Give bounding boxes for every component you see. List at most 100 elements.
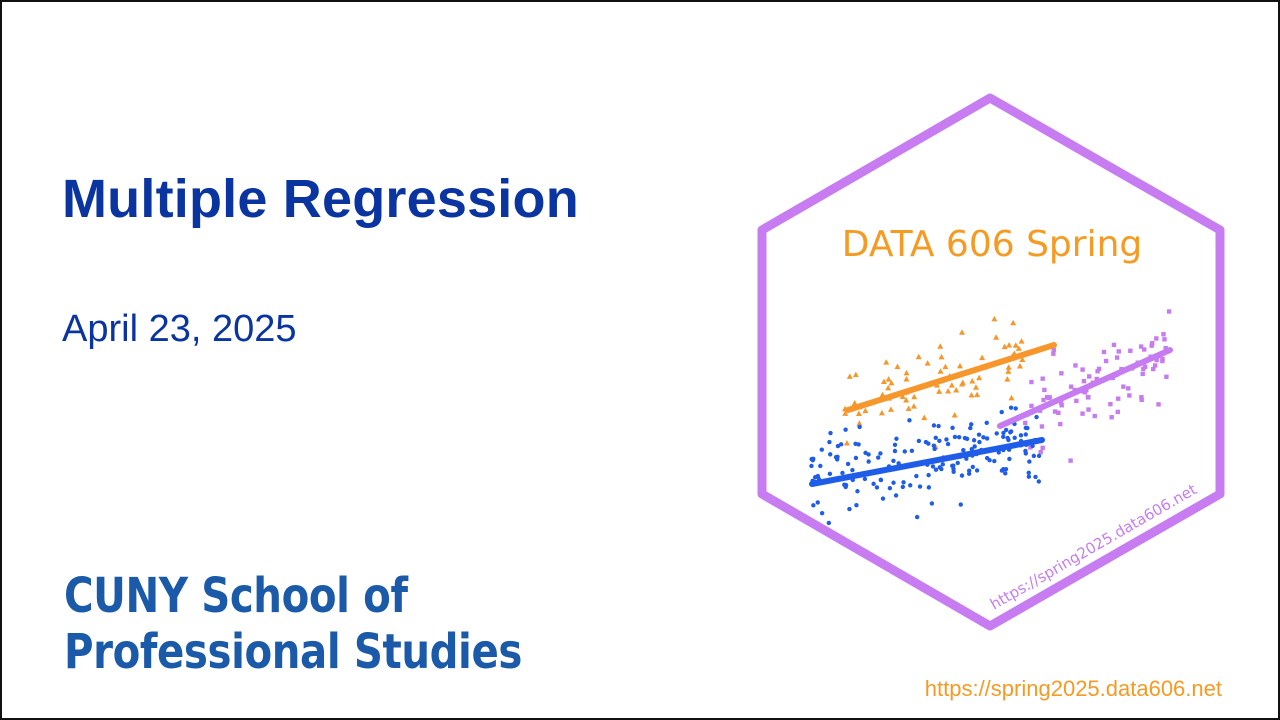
blue-point: [932, 446, 937, 452]
orange-point: [974, 391, 981, 398]
blue-point: [887, 486, 893, 491]
orange-point: [1018, 338, 1025, 344]
blue-point: [854, 502, 859, 508]
purple-point: [1161, 332, 1166, 337]
orange-point: [851, 400, 858, 406]
orange-point: [936, 388, 943, 394]
purple-point: [1154, 336, 1159, 341]
purple-point: [1164, 374, 1169, 380]
orange-point: [993, 334, 1000, 340]
orange-point: [885, 384, 892, 391]
blue-point: [936, 423, 941, 429]
blue-point: [843, 427, 848, 432]
blue-point: [871, 481, 876, 487]
purple-point: [1040, 376, 1045, 381]
blue-point: [862, 476, 868, 482]
orange-point: [938, 353, 945, 360]
purple-point: [1041, 397, 1046, 403]
orange-point: [921, 414, 928, 421]
blue-point: [1036, 453, 1042, 459]
blue-point: [974, 468, 980, 473]
blue-point: [845, 461, 851, 467]
logo-line-1: CUNY School of: [64, 568, 408, 624]
orange-point: [972, 384, 979, 390]
orange-point: [969, 377, 976, 384]
orange-point: [951, 411, 958, 418]
blue-point: [1001, 430, 1006, 436]
blue-point: [909, 448, 915, 454]
orange-point: [1010, 319, 1017, 326]
orange-point: [915, 353, 922, 360]
purple-point: [1162, 337, 1167, 342]
blue-point: [944, 437, 949, 442]
purple-point: [1108, 401, 1113, 407]
orange-point: [911, 393, 918, 400]
purple-point: [1029, 379, 1034, 385]
blue-point: [827, 439, 832, 445]
purple-point: [1028, 445, 1033, 450]
purple-point: [1115, 409, 1120, 415]
blue-point: [1018, 433, 1024, 438]
blue-point: [966, 471, 972, 476]
blue-point: [908, 483, 913, 488]
blue-point: [840, 470, 845, 476]
footer-url: https://spring2025.data606.net: [924, 676, 1222, 701]
blue-point: [931, 423, 937, 428]
blue-point: [971, 438, 977, 443]
blue-point: [945, 441, 951, 447]
orange-point: [888, 379, 895, 386]
blue-point: [1001, 466, 1006, 472]
blue-point: [984, 455, 990, 461]
orange-point: [903, 369, 910, 376]
orange-point: [1015, 345, 1022, 351]
blue-point: [933, 467, 939, 472]
blue-point: [857, 424, 862, 430]
orange-point: [942, 363, 949, 370]
purple-point: [1140, 371, 1145, 377]
orange-point: [878, 409, 885, 416]
blue-point: [952, 434, 958, 440]
orange-point: [958, 329, 965, 335]
orange-point: [1019, 356, 1026, 362]
blue-point: [962, 435, 968, 441]
orange-point: [899, 393, 906, 400]
purple-point: [1111, 342, 1117, 348]
orange-point: [937, 368, 944, 374]
blue-point: [950, 425, 955, 431]
blue-point: [828, 430, 833, 436]
purple-point: [1073, 363, 1078, 368]
blue-point: [976, 432, 982, 437]
purple-point: [1163, 345, 1168, 351]
cuny-sps-logo: CUNY School of Professional Studies: [64, 568, 522, 680]
purple-point: [1038, 449, 1043, 455]
orange-point: [937, 343, 944, 349]
purple-point: [1086, 407, 1091, 412]
orange-point: [1005, 368, 1012, 374]
purple-point: [1101, 349, 1107, 355]
purple-point: [1092, 413, 1097, 419]
blue-point: [969, 422, 974, 427]
orange-point: [958, 381, 965, 387]
purple-point: [1138, 344, 1144, 349]
blue-point: [866, 459, 871, 464]
purple-point: [1051, 347, 1056, 353]
purple-point: [1080, 411, 1085, 416]
orange-point: [855, 410, 862, 417]
orange-point: [945, 387, 952, 394]
orange-point: [1016, 362, 1023, 369]
blue-point: [902, 449, 907, 454]
orange-point: [885, 376, 892, 382]
purple-point: [1087, 374, 1092, 379]
blue-point: [955, 460, 960, 466]
blue-point: [1033, 474, 1038, 480]
blue-point: [1023, 432, 1028, 437]
blue-regression-line: [809, 437, 1045, 487]
purple-point: [1052, 409, 1058, 414]
orange-point: [1001, 343, 1008, 350]
orange-point: [846, 373, 853, 379]
blue-point: [907, 418, 912, 423]
blue-point: [1025, 425, 1030, 431]
blue-point: [937, 438, 942, 444]
blue-point: [1008, 430, 1013, 435]
